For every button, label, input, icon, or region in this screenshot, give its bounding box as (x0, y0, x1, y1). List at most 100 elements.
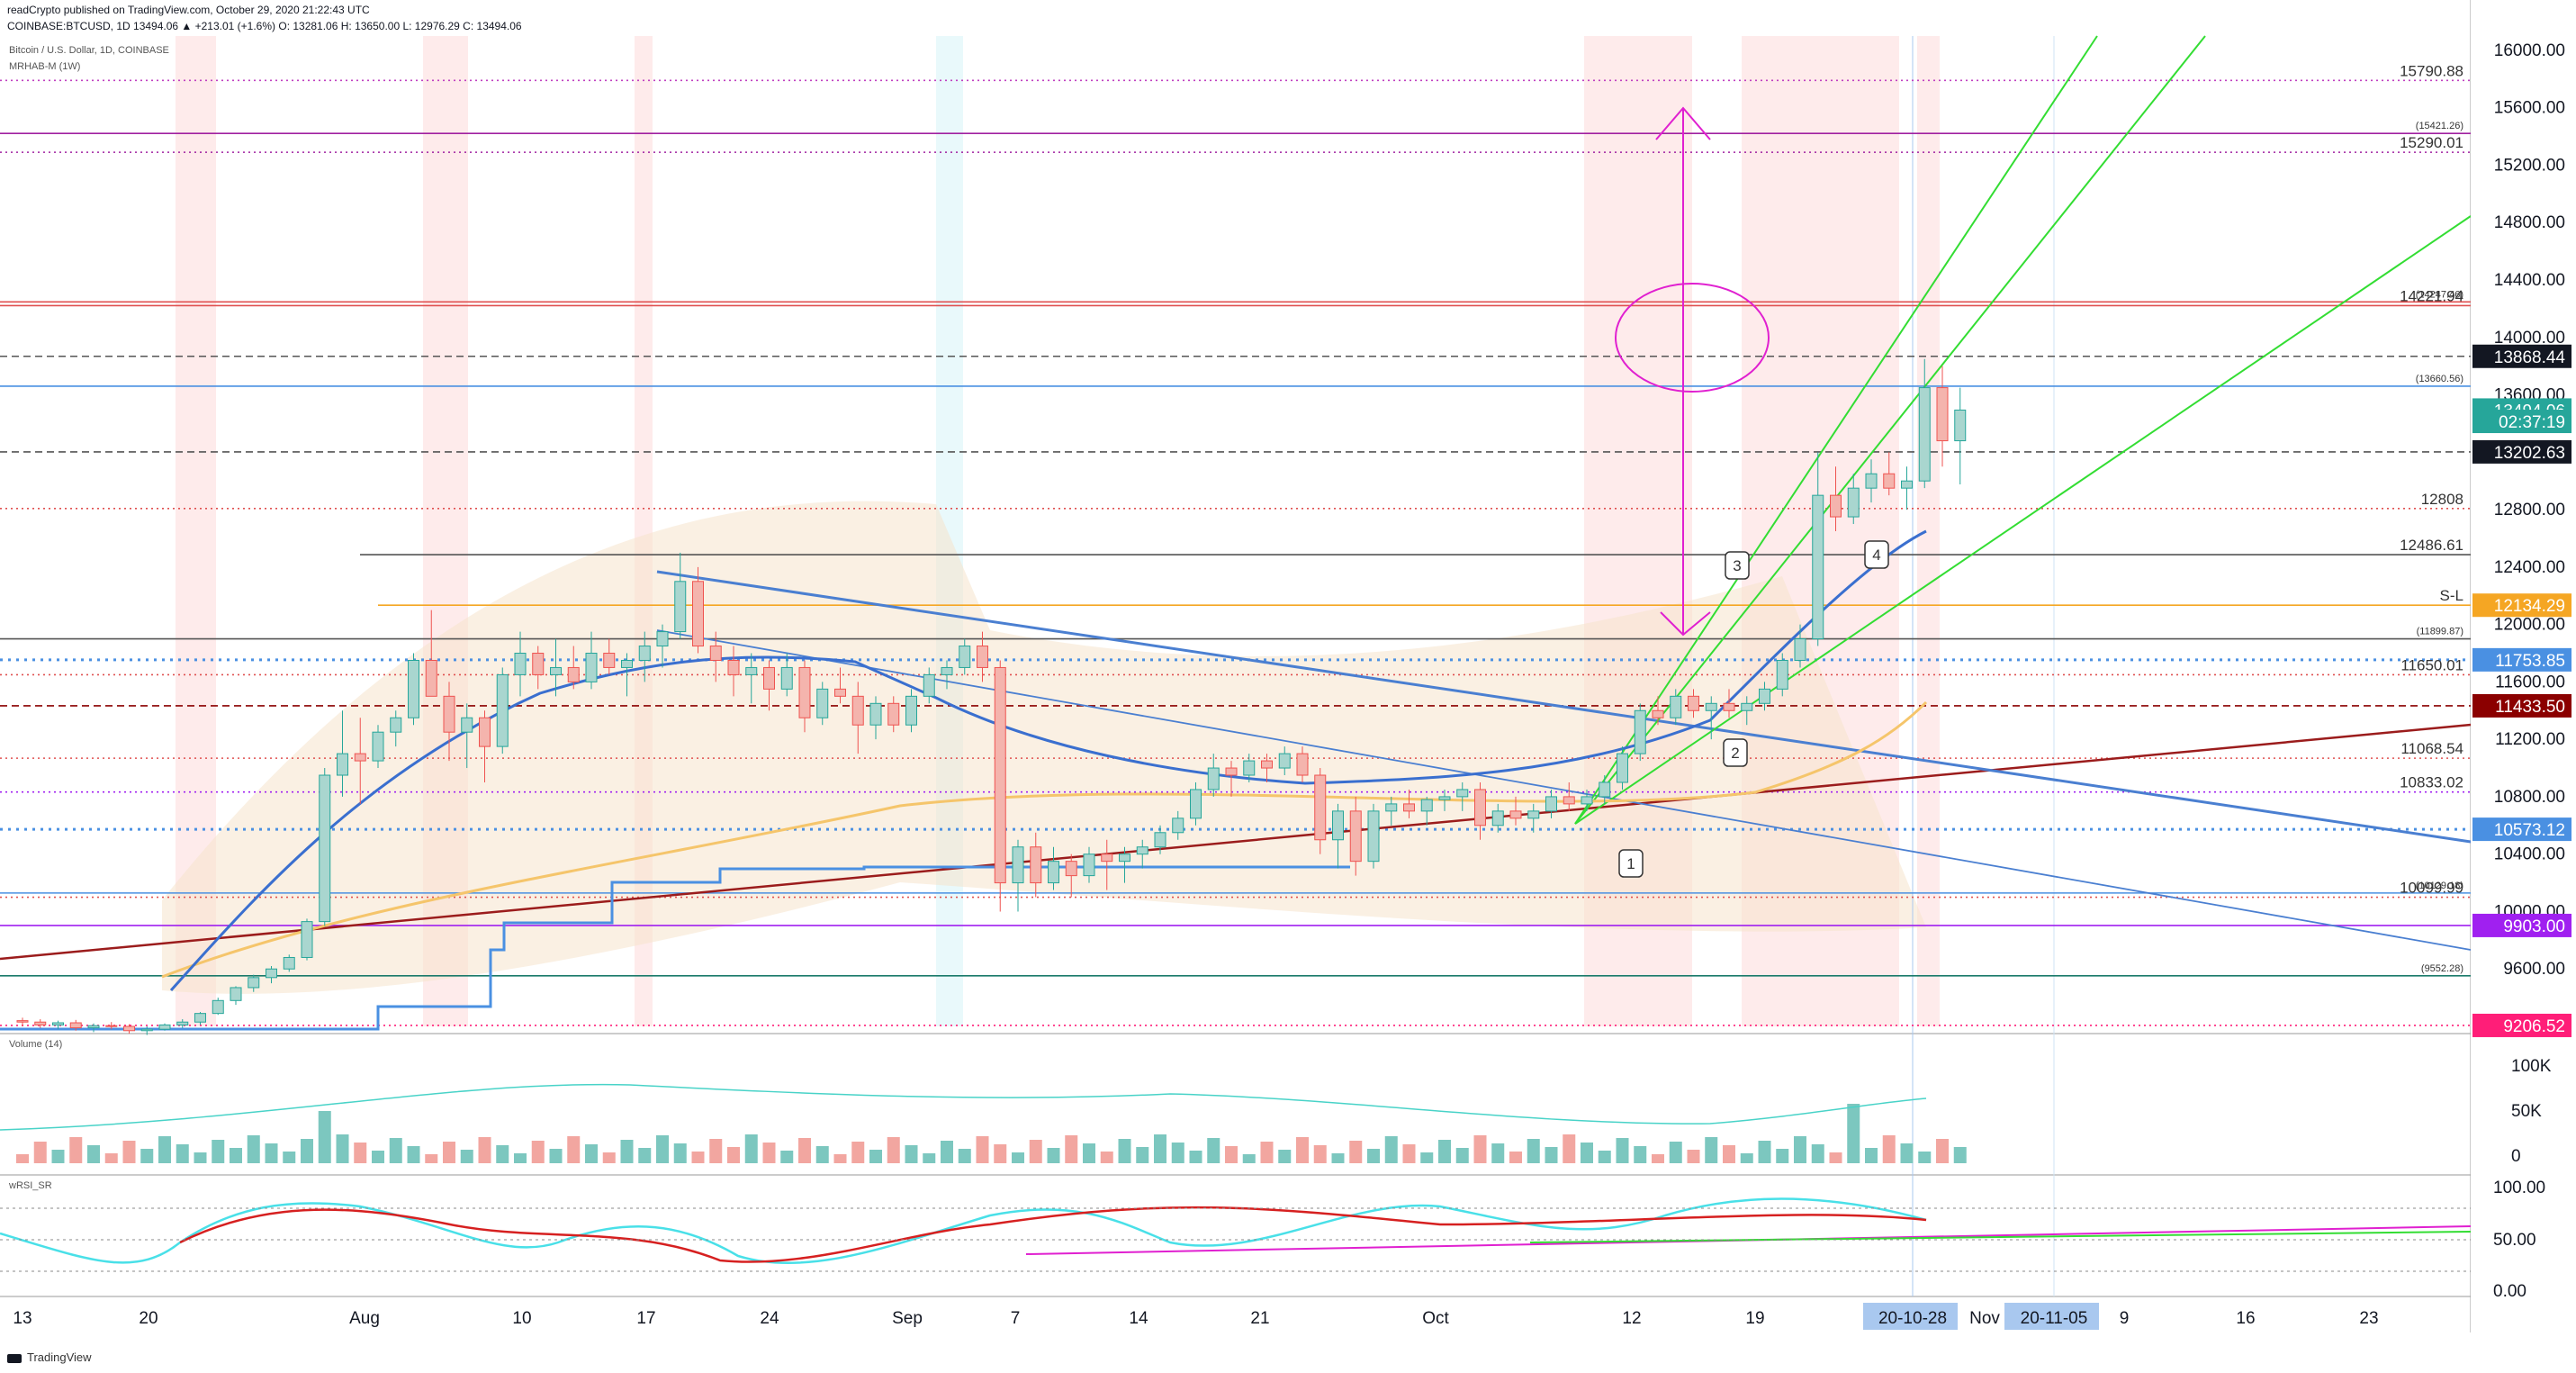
time-tick: 24 (760, 1309, 779, 1328)
level-label: 10099.99 (2400, 880, 2463, 897)
fan-line-green (1574, 35, 2206, 825)
volume-bar (815, 1146, 829, 1163)
volume-bar (1953, 1147, 1967, 1163)
volume-bar (887, 1137, 900, 1163)
wrsi-tick: 50.00 (2493, 1231, 2536, 1250)
price-label: 11753.85 (2495, 652, 2565, 671)
time-label-bg (2004, 1303, 2099, 1330)
time-tick: Aug (349, 1309, 380, 1328)
price-tick: 11600.00 (2495, 673, 2565, 691)
time-tick: 20 (139, 1309, 158, 1328)
candle-body (354, 753, 366, 762)
candle-body (87, 1025, 100, 1029)
volume-bar (1242, 1154, 1256, 1163)
price-tick: 15200.00 (2494, 156, 2565, 175)
candle-body (443, 695, 455, 733)
tradingview-logo-icon (7, 1353, 22, 1363)
candle-body (1172, 817, 1184, 834)
volume-bar (994, 1144, 1007, 1163)
trend-line-blue-thin (656, 629, 2472, 951)
candle-body (1314, 774, 1327, 841)
tradingview-logo-text: TradingView (27, 1350, 92, 1364)
shade-band (1917, 36, 1940, 1026)
annotation-badge (1864, 540, 1889, 569)
candle-body (1776, 659, 1788, 690)
volume-tick: 50K (2511, 1102, 2542, 1121)
volume-bar (1047, 1148, 1060, 1163)
time-tick: 12 (1622, 1309, 1641, 1328)
candle-body (1509, 810, 1522, 819)
time-axis[interactable]: 13 20 Aug 10 17 24 Sep 7 14 21 Oct 12 19 20-10-28 Nov 2… (13, 1303, 2379, 1330)
volume-ma (0, 1083, 1927, 1131)
volume-bar (941, 1141, 953, 1163)
volume-bar (16, 1154, 29, 1163)
volume-bar (354, 1143, 367, 1163)
candle-body (1438, 796, 1451, 800)
candle-body (337, 753, 348, 776)
candle-body (977, 646, 988, 668)
candle-body (1901, 480, 1913, 489)
time-tick: 20-10-28 (1878, 1309, 1947, 1328)
volume-bar (958, 1149, 971, 1163)
candle-body (212, 999, 224, 1015)
candle-body (461, 717, 473, 733)
volume-bar (656, 1135, 669, 1163)
time-tick: 19 (1745, 1309, 1764, 1328)
volume-bar (1616, 1138, 1629, 1163)
candle-body (1101, 854, 1113, 863)
volume-bar (1118, 1139, 1131, 1163)
wrsi-tick: 100.00 (2493, 1179, 2545, 1197)
annotation-label: 4 (1872, 546, 1880, 564)
volume-bar (1669, 1142, 1682, 1163)
candle-body (266, 968, 277, 979)
candle-body (585, 653, 598, 682)
price-label-bg (2472, 693, 2571, 718)
candle-body (1083, 854, 1095, 877)
volume-bar (1029, 1140, 1042, 1163)
volume-bar (514, 1153, 527, 1163)
target-arrow-head (1660, 611, 1711, 637)
annotation-badge (1618, 849, 1644, 878)
volume-bar (1598, 1151, 1611, 1163)
annotation-label: 2 (1731, 745, 1739, 762)
price-axis[interactable]: 16000.00 15600.00 15200.00 14800.00 14400.00… (2471, 0, 2576, 1332)
volume-bar (1918, 1152, 1932, 1163)
candle-body (1688, 695, 1699, 711)
candle-body (745, 666, 758, 675)
level-label: (10129.18) (2416, 881, 2463, 891)
candle-body (372, 731, 384, 762)
candle-body (550, 666, 562, 675)
candle-body (709, 646, 722, 661)
price-tick: 14000.00 (2494, 329, 2565, 348)
ma-line-orange (161, 700, 1928, 979)
ohlc-line: COINBASE:BTCUSD, 1D 13494.06 ▲ +213.01 (… (7, 20, 522, 32)
volume-bar (1491, 1143, 1505, 1163)
price-tick: 14800.00 (2494, 213, 2565, 232)
candle-body (1065, 861, 1077, 877)
volume-bar (1100, 1152, 1113, 1163)
time-tick: 20-11-05 (2021, 1309, 2088, 1328)
candle-body (851, 695, 864, 726)
candle-body (1670, 695, 1682, 718)
candle-body (1563, 796, 1575, 805)
level-label: 10833.02 (2400, 774, 2463, 791)
candle-body (1617, 753, 1628, 783)
price-tick: 10800.00 (2494, 788, 2565, 807)
fan-line-green (1574, 35, 2098, 825)
volume-bar (1545, 1147, 1558, 1163)
candle-body (1190, 789, 1202, 819)
candle-body (798, 666, 811, 718)
volume-bar (1455, 1148, 1469, 1163)
tradingview-logo[interactable]: TradingView (7, 1350, 92, 1364)
time-tick: 13 (13, 1309, 32, 1328)
wrsi-line (0, 1197, 1927, 1265)
time-tick: Nov (1969, 1309, 2000, 1328)
candle-body (1420, 799, 1433, 812)
level-label: 14221.94 (2400, 287, 2463, 304)
candle-body (16, 1020, 29, 1023)
candle-body (621, 659, 633, 668)
candle-body (1456, 789, 1469, 798)
candle-body (496, 673, 509, 747)
volume-bar (1367, 1149, 1380, 1163)
